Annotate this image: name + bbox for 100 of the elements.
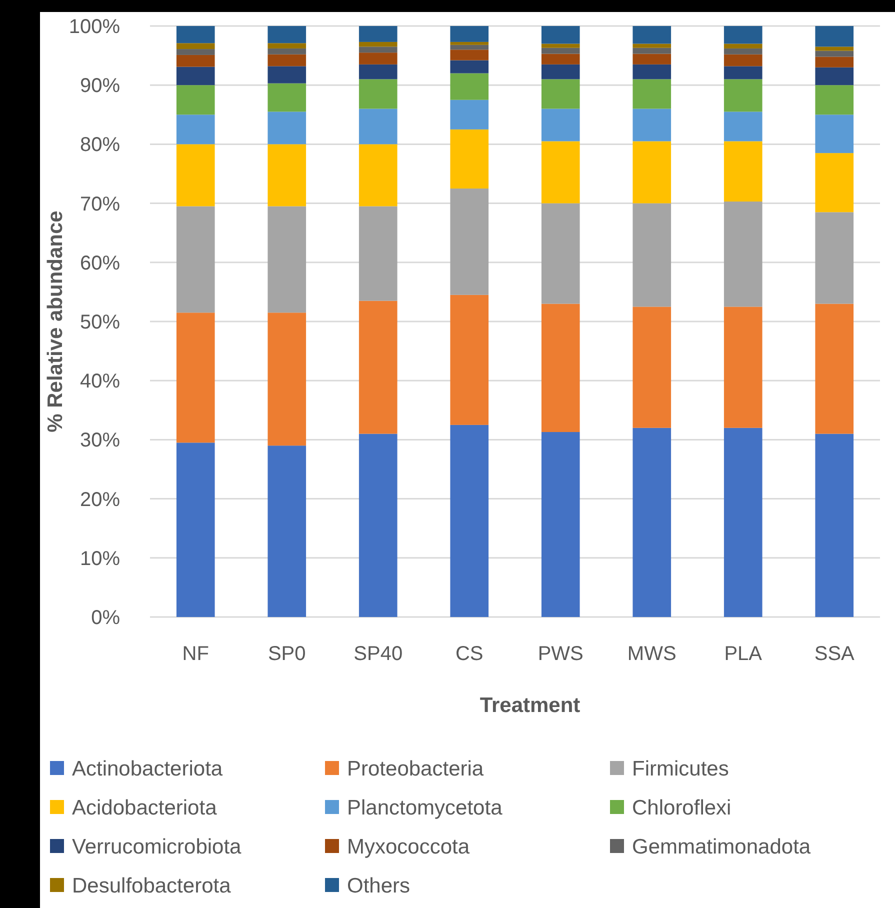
bar: [815, 304, 854, 434]
bar: [815, 153, 854, 212]
bar: [450, 188, 489, 295]
y-tick-label: 10%: [80, 548, 120, 570]
bar: [358, 46, 398, 53]
bar: [176, 66, 215, 86]
bar: [815, 50, 854, 57]
legend-label: Acidobacteriota: [72, 796, 218, 820]
bar: [541, 48, 580, 54]
bar: [632, 44, 672, 48]
bar: [268, 446, 306, 617]
legend-label: Actinobacteriota: [72, 757, 223, 780]
bar: [268, 66, 306, 84]
bar: [358, 52, 398, 64]
bar: [815, 85, 854, 115]
bar: [176, 144, 215, 206]
x-tick-label: MWS: [627, 643, 676, 665]
x-tick-label: SP0: [268, 643, 306, 665]
y-tick-label: 80%: [80, 134, 120, 156]
bar: [358, 64, 398, 80]
bar: [632, 306, 672, 428]
bar: [450, 42, 489, 45]
bar: [358, 42, 398, 47]
x-tick-label: PWS: [538, 643, 584, 665]
y-tick-label: 70%: [80, 193, 120, 216]
bar: [632, 141, 672, 204]
bar: [268, 54, 306, 66]
bar: [541, 44, 580, 48]
bar: [450, 50, 489, 60]
bar: [176, 312, 215, 443]
legend-label: Others: [347, 874, 410, 898]
y-tick-label: 90%: [80, 75, 120, 98]
bar: [268, 43, 306, 48]
bar: [268, 48, 306, 54]
bar: [541, 304, 580, 432]
bar: [268, 26, 306, 44]
bar: [450, 424, 489, 617]
legend-label: Proteobacteria: [347, 757, 484, 780]
bar: [724, 66, 762, 80]
bar: [450, 26, 489, 42]
x-tick-label: CS: [455, 643, 484, 665]
y-tick-label: 30%: [80, 430, 120, 452]
bar: [450, 60, 489, 74]
bar: [450, 129, 489, 189]
bar: [541, 79, 580, 109]
x-tick-label: SP40: [354, 643, 403, 665]
bar: [632, 26, 672, 44]
bar: [724, 44, 762, 48]
bar: [632, 108, 672, 142]
bar: [724, 112, 762, 142]
bar: [815, 67, 854, 86]
bar: [815, 56, 854, 68]
legend-label: Desulfobacterota: [72, 874, 232, 898]
bar: [632, 54, 672, 64]
legend-label: Chloroflexi: [632, 796, 732, 820]
bar: [176, 26, 215, 44]
bar: [176, 54, 215, 67]
bar: [632, 79, 672, 109]
bar: [450, 44, 489, 50]
bar: [724, 48, 762, 54]
y-tick-label: 0%: [91, 607, 120, 629]
legend-label: Planctomycetota: [347, 796, 503, 820]
bar: [450, 73, 489, 100]
bar: [724, 306, 762, 428]
bar: [815, 26, 854, 47]
bar: [724, 428, 762, 617]
bar: [450, 100, 489, 130]
bar: [724, 79, 762, 112]
bar: [450, 294, 489, 425]
bar: [541, 54, 580, 64]
bar: [268, 144, 306, 206]
bar: [815, 212, 854, 304]
bar: [176, 43, 215, 50]
bar: [358, 144, 398, 206]
bar: [176, 85, 215, 115]
bar: [541, 141, 580, 204]
bar: [358, 79, 398, 109]
bar: [724, 202, 762, 307]
bar: [176, 114, 215, 144]
bar: [632, 428, 672, 617]
bar: [268, 312, 306, 446]
bar: [541, 26, 580, 44]
bar: [724, 141, 762, 202]
legend-label: Myxococcota: [347, 835, 470, 858]
bar: [632, 64, 672, 80]
bar: [358, 434, 398, 617]
y-axis-title: % Relative abundance: [44, 210, 67, 432]
y-tick-label: 60%: [80, 252, 120, 274]
bar: [268, 83, 306, 112]
bar: [176, 442, 215, 617]
x-axis-title: Treatment: [480, 694, 580, 717]
bar: [632, 203, 672, 307]
bar: [541, 108, 580, 142]
bar: [358, 108, 398, 144]
bar: [176, 49, 215, 55]
bar: [358, 300, 398, 434]
y-tick-label: 40%: [80, 370, 120, 393]
bar: [268, 112, 306, 144]
bar: [176, 206, 215, 313]
y-tick-label: 100%: [68, 16, 120, 38]
